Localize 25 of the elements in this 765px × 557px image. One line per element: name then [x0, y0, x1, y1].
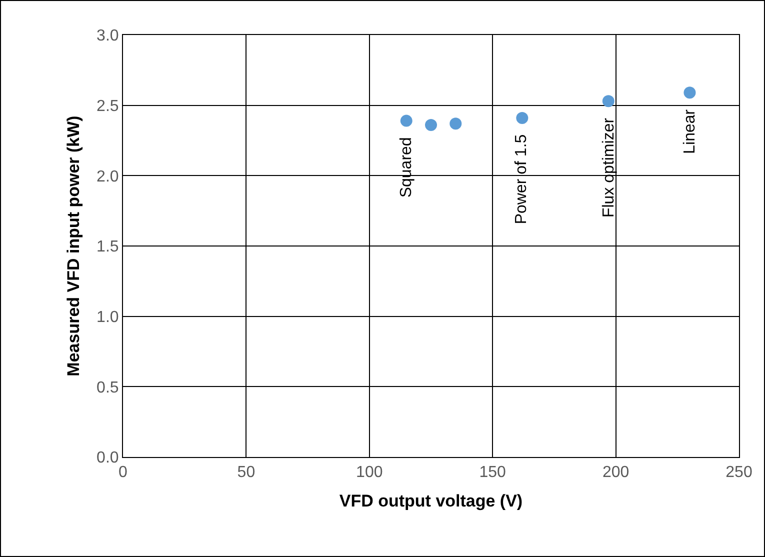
x-tick-label: 50 — [237, 464, 256, 482]
x-tick-label: 250 — [726, 464, 752, 482]
point — [684, 86, 696, 99]
point — [602, 95, 614, 108]
y-axis-title: Measured VFD input power (kW) — [64, 116, 84, 376]
point — [516, 112, 528, 124]
x-tick-label: 200 — [602, 464, 630, 482]
y-tick-label: 0.0 — [96, 450, 119, 467]
point — [400, 114, 412, 127]
x-tick-label: 100 — [356, 464, 383, 482]
y-tick-label: 2.0 — [96, 168, 119, 186]
annotation: Flux optimizer — [600, 117, 618, 218]
y-tick-label: 3.0 — [96, 28, 119, 45]
x-tick-label: 0 — [118, 464, 128, 482]
annotation: Squared — [398, 137, 416, 198]
y-tick-label: 0.5 — [96, 379, 119, 396]
annotation: Linear — [682, 108, 699, 154]
annotation: Power of 1.5 — [513, 134, 530, 224]
x-axis-title: VFD output voltage (V) — [339, 492, 523, 511]
x-tick-label: 150 — [479, 464, 506, 482]
point — [425, 119, 437, 132]
y-tick-label: 2.5 — [96, 98, 119, 115]
point — [450, 118, 462, 130]
y-tick-label: 1.5 — [96, 238, 119, 256]
y-tick-label: 1.0 — [96, 308, 119, 326]
